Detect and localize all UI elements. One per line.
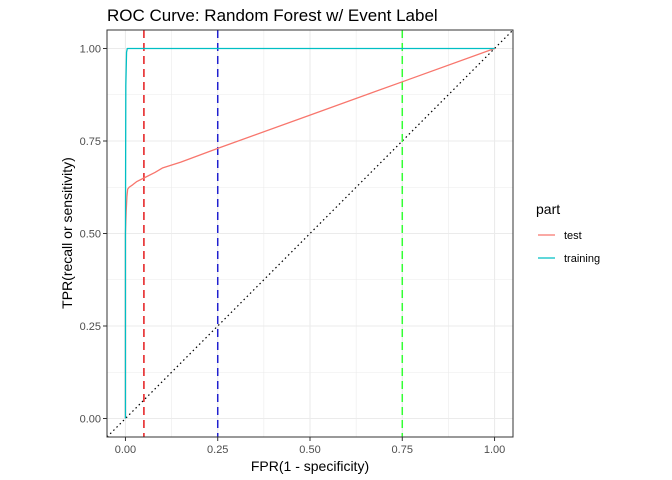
series-line-test (124, 47, 495, 419)
series-line-training (124, 47, 495, 419)
y-tick-label-2: 0.50 (80, 229, 101, 241)
legend-label-training: training (564, 253, 600, 265)
y-tick-label-3: 0.75 (80, 136, 101, 148)
y-axis: 0.00 0.25 0.50 0.75 1.00 (80, 44, 107, 426)
legend-items: test training (538, 230, 600, 265)
y-tick-label-1: 0.25 (80, 321, 101, 333)
x-tick-label-1: 0.25 (207, 444, 228, 456)
chart-title: ROC Curve: Random Forest w/ Event Label (107, 6, 438, 25)
legend-label-test: test (564, 230, 582, 242)
x-axis: 0.00 0.25 0.50 0.75 1.00 (115, 437, 505, 456)
legend: part test training (536, 201, 600, 265)
y-tick-label-0: 0.00 (80, 414, 101, 426)
x-tick-label-3: 0.75 (392, 444, 413, 456)
y-tick-label-4: 1.00 (80, 44, 101, 56)
x-tick-label-2: 0.50 (299, 444, 320, 456)
x-axis-title: FPR(1 - specificity) (251, 458, 369, 474)
reference-lines (106, 29, 514, 438)
legend-title: part (536, 201, 560, 217)
x-tick-label-4: 1.00 (484, 444, 505, 456)
y-axis-title: TPR(recall or sensitivity) (59, 157, 75, 309)
x-tick-label-0: 0.00 (115, 444, 136, 456)
series-lines (124, 47, 495, 419)
legend-item-test: test (538, 230, 582, 242)
legend-item-training: training (538, 253, 600, 265)
reference-diagonal (106, 29, 514, 438)
